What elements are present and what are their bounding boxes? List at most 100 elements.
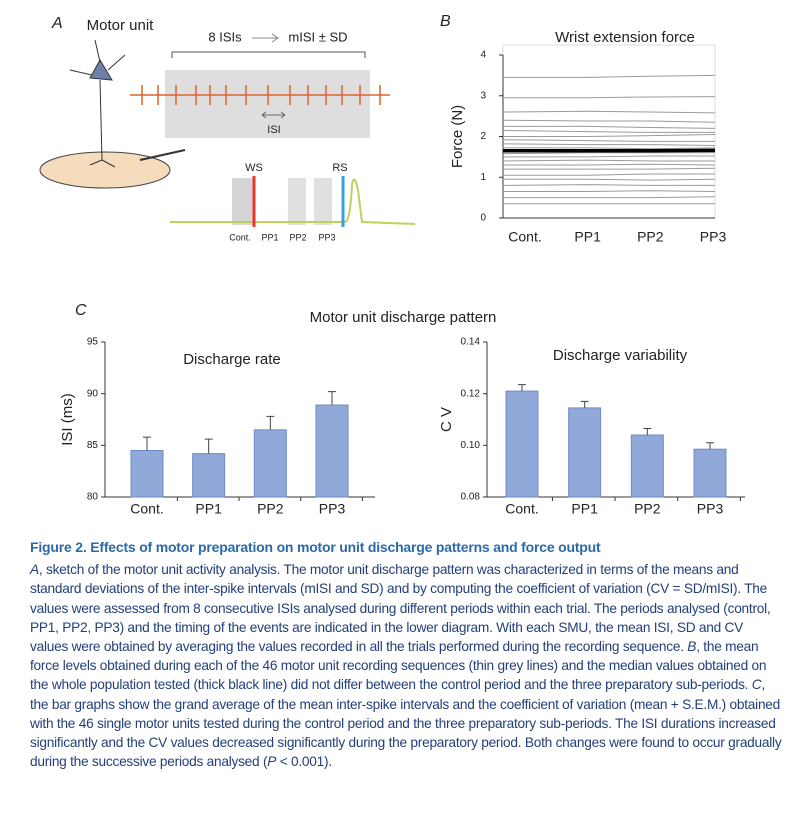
spikes xyxy=(141,85,381,105)
force-line xyxy=(503,155,715,158)
bar xyxy=(630,434,664,498)
x-tick-label: Cont. xyxy=(508,229,541,245)
bar xyxy=(315,404,349,498)
x-tick-label: Cont. xyxy=(130,501,163,517)
error-bar xyxy=(518,384,526,392)
y-tick-label: 85 xyxy=(87,440,99,451)
x-tick-label: PP2 xyxy=(637,229,664,245)
panel-label: A xyxy=(51,15,63,32)
force-line xyxy=(502,184,715,186)
y-tick-label: 95 xyxy=(87,337,99,348)
label: ISI xyxy=(267,124,280,136)
panel-label: B xyxy=(440,13,451,30)
period-box xyxy=(288,178,306,225)
label: 8 ISIs xyxy=(208,29,242,44)
chart-title: Discharge rate xyxy=(183,351,281,368)
y-tick-label: 0.08 xyxy=(461,492,481,503)
y-axis-label: ISI (ms) xyxy=(59,393,76,446)
bracket xyxy=(171,51,366,58)
caption-text: B xyxy=(687,639,697,655)
force-line xyxy=(502,139,715,142)
force-line xyxy=(503,190,716,193)
caption: Figure 2. Effects of motor preparation o… xyxy=(30,538,782,771)
y-tick-label: 0.14 xyxy=(461,337,481,348)
caption-title: Figure 2. Effects of motor preparation o… xyxy=(30,539,601,555)
error-bar xyxy=(204,438,213,454)
x-tick-label: PP1 xyxy=(571,501,598,517)
force-line xyxy=(502,119,716,123)
error-bar xyxy=(328,391,336,406)
error-bar xyxy=(143,436,151,451)
error-bar xyxy=(580,400,589,408)
y-tick-label: 0.12 xyxy=(461,388,481,399)
panel-label: C xyxy=(75,302,87,319)
force-line xyxy=(502,152,715,155)
y-tick-label: 80 xyxy=(87,492,99,503)
label: mISI ± SD xyxy=(288,29,347,44)
y-tick-label: 90 xyxy=(87,388,99,399)
force-line xyxy=(503,133,716,137)
x-tick-label: PP1 xyxy=(574,229,601,245)
y-tick-label: 3 xyxy=(480,90,486,101)
figure: A Motor unit 8 ISIs mISI ± SD ISI WS RS … xyxy=(39,13,745,517)
caption-text: , sketch of the motor unit activity anal… xyxy=(30,562,771,655)
caption-text: , the bar graphs show the grand average … xyxy=(30,677,782,770)
caption-text: P xyxy=(267,754,277,770)
caption-text: C xyxy=(751,677,762,693)
panel-title: Motor unit discharge pattern xyxy=(310,309,497,326)
period-box xyxy=(232,178,254,225)
bar xyxy=(568,407,602,498)
x-tick-label: PP2 xyxy=(257,501,284,517)
x-tick-label: PP2 xyxy=(634,501,661,517)
error-bar xyxy=(266,415,275,430)
x-tick-label: PP3 xyxy=(697,501,724,517)
isi-arrow xyxy=(261,111,286,119)
x-tick-label: PP3 xyxy=(319,501,346,517)
error-bar xyxy=(643,428,652,435)
label: Cont. xyxy=(229,232,251,242)
force-line xyxy=(503,167,716,170)
force-line xyxy=(502,143,716,146)
panel-a-diagram: A Motor unit 8 ISIs mISI ± SD ISI WS RS … xyxy=(39,15,416,242)
y-tick-label: 1 xyxy=(480,172,486,183)
force-line xyxy=(503,178,716,181)
force-line xyxy=(503,163,716,166)
force-line xyxy=(502,159,715,162)
force-line xyxy=(503,125,716,129)
caption-text: A xyxy=(30,562,39,578)
muscle-disk xyxy=(39,151,171,189)
label: PP3 xyxy=(318,232,335,242)
force-line xyxy=(503,74,716,78)
chart-title: Discharge variability xyxy=(553,347,688,364)
force-line xyxy=(503,173,715,176)
label: PP1 xyxy=(261,232,278,242)
label: PP2 xyxy=(289,232,306,242)
period-box xyxy=(314,178,332,225)
force-line xyxy=(503,147,716,150)
force-trace xyxy=(170,178,416,225)
neuron xyxy=(69,39,126,168)
label: Motor unit xyxy=(87,17,155,34)
bar xyxy=(253,429,287,498)
y-axis-label: Force (N) xyxy=(449,105,466,168)
bar xyxy=(130,450,164,498)
y-axis-label: C V xyxy=(438,407,455,432)
x-tick-label: PP1 xyxy=(195,501,222,517)
force-line xyxy=(503,196,716,199)
caption-body: A, sketch of the motor unit activity ana… xyxy=(30,560,782,771)
y-tick-label: 4 xyxy=(480,50,486,61)
arrow xyxy=(252,33,279,43)
y-tick-label: 2 xyxy=(480,131,486,142)
bar xyxy=(693,448,727,498)
chart-title: Wrist extension force xyxy=(555,29,695,46)
error-bar xyxy=(706,442,714,450)
bar xyxy=(505,390,539,498)
label: WS xyxy=(245,162,263,174)
y-tick-label: 0.10 xyxy=(461,440,481,451)
label: RS xyxy=(332,162,347,174)
force-line xyxy=(502,110,716,114)
x-tick-label: Cont. xyxy=(505,501,538,517)
bar xyxy=(192,453,226,498)
caption-text: < 0.001). xyxy=(276,754,332,770)
